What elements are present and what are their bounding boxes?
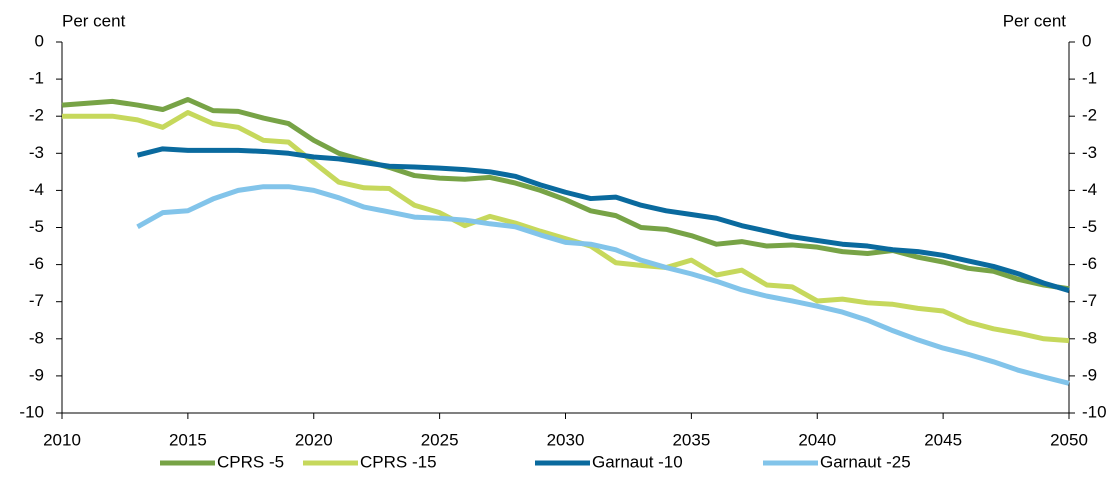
y2-tick-label: -10 — [1082, 402, 1107, 421]
y-tick-label: -4 — [29, 180, 44, 199]
y-tick-label: -3 — [29, 143, 44, 162]
x-tick-label: 2030 — [547, 430, 585, 449]
series-line — [136, 146, 1070, 293]
y2-tick-label: -4 — [1082, 180, 1097, 199]
y-tick-label: -10 — [19, 402, 44, 421]
y-tick-label: -1 — [29, 69, 44, 88]
legend-label: CPRS -15 — [360, 452, 437, 471]
y-tick-label: -6 — [29, 254, 44, 273]
y-axis-label: Per cent — [62, 11, 126, 30]
x-tick-label: 2020 — [295, 430, 333, 449]
x-tick-label: 2010 — [43, 430, 81, 449]
y2-tick-label: -2 — [1082, 106, 1097, 125]
y2-tick-label: -9 — [1082, 365, 1097, 384]
y-tick-label: 0 — [35, 31, 44, 50]
series-line — [136, 184, 1070, 386]
y-tick-label: -5 — [29, 217, 44, 236]
legend-label: CPRS -5 — [217, 452, 284, 471]
y2-tick-label: 0 — [1082, 31, 1091, 50]
y2-tick-label: -7 — [1082, 291, 1097, 310]
x-tick-label: 2015 — [169, 430, 207, 449]
x-tick-label: 2050 — [1050, 430, 1088, 449]
y-tick-label: -9 — [29, 365, 44, 384]
series-line — [62, 109, 1070, 344]
y-tick-label: -2 — [29, 106, 44, 125]
y2-axis-label: Per cent — [1003, 11, 1067, 30]
y2-tick-label: -8 — [1082, 328, 1097, 347]
y2-tick-label: -5 — [1082, 217, 1097, 236]
y-tick-label: -8 — [29, 328, 44, 347]
legend-label: Garnaut -25 — [820, 452, 911, 471]
x-tick-label: 2035 — [672, 430, 710, 449]
x-tick-label: 2045 — [924, 430, 962, 449]
y-tick-label: -7 — [29, 291, 44, 310]
x-tick-label: 2040 — [798, 430, 836, 449]
y2-tick-label: -3 — [1082, 143, 1097, 162]
legend-label: Garnaut -10 — [592, 452, 683, 471]
y2-tick-label: -6 — [1082, 254, 1097, 273]
x-tick-label: 2025 — [421, 430, 459, 449]
y2-tick-label: -1 — [1082, 69, 1097, 88]
